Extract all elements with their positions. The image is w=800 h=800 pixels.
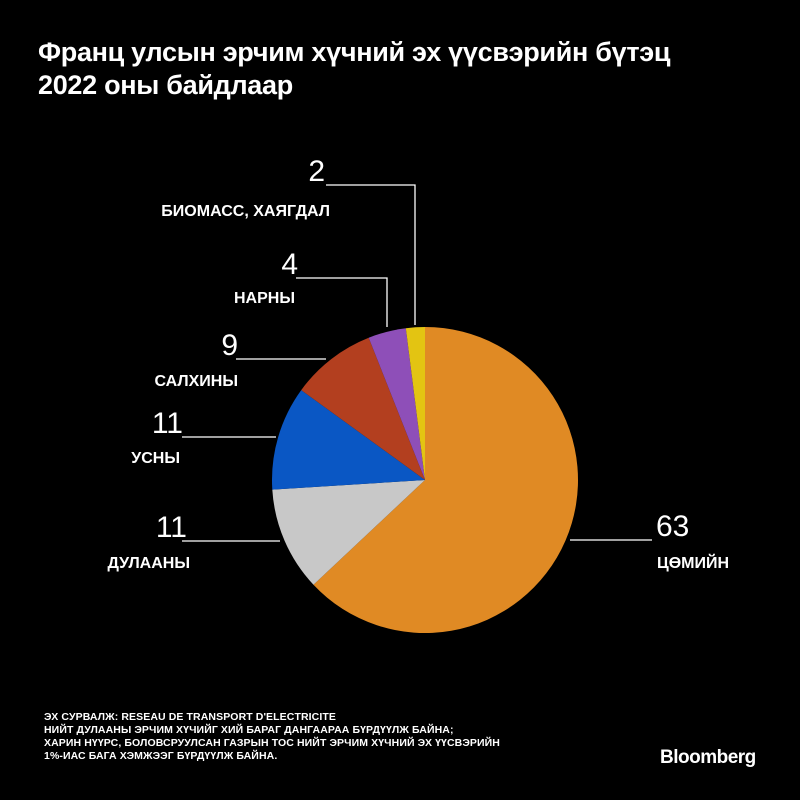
chart-title-line-2: 2022 оны байдлаар <box>38 70 293 100</box>
slice-label-усны: УСНЫ <box>131 450 180 467</box>
footnote-line-2: ХАРИН НҮҮРС, БОЛОВСРУУЛСАН ГАЗРЫН ТОС НИ… <box>44 737 500 749</box>
leader-line-нарны <box>296 277 388 327</box>
slice-labels: 63 ЦӨМИЙН 11 ДУЛААНЫ 11 УСНЫ 9 САЛХИНЫ 4 НАРНЫ 2 БИ… <box>108 155 730 572</box>
pie-slice-нарны <box>368 328 425 480</box>
slice-label-дулааны: ДУЛААНЫ <box>108 555 191 572</box>
bloomberg-logo: Bloomberg <box>660 747 756 768</box>
footer-notes: ЭХ СУРВАЛЖ: RESEAU DE TRANSPORT D'ELECTR… <box>44 711 500 763</box>
pie-slice-усны <box>272 390 425 490</box>
pie-slice-салхины <box>301 337 425 480</box>
pie-slice-биомасс-хаягдал <box>405 327 425 480</box>
footnote-line-3: 1%-ИАС БАГА ХЭМЖЭЭГ БҮРДҮҮЛЖ БАЙНА. <box>44 750 278 762</box>
slice-value-цөмийн: 63 <box>656 510 689 543</box>
slice-value-усны: 11 <box>152 407 183 440</box>
slice-label-нарны: НАРНЫ <box>234 290 295 307</box>
chart-title-line-1: Франц улсын эрчим хүчний эх үүсвэрийн бү… <box>38 37 671 67</box>
chart-title: Франц улсын эрчим хүчний эх үүсвэрийн бү… <box>38 36 670 102</box>
footnote-line-1: НИЙТ ДУЛААНЫ ЭРЧИМ ХҮЧИЙГ ХИЙ БАРАГ ДАНГ… <box>44 724 454 736</box>
slice-label-биомасс-хаягдал: БИОМАСС, ХАЯГДАЛ <box>161 203 330 220</box>
slice-label-цөмийн: ЦӨМИЙН <box>657 553 729 572</box>
slice-value-салхины: 9 <box>221 329 238 362</box>
slice-value-нарны: 4 <box>281 248 298 281</box>
leader-lines <box>182 184 652 542</box>
source-note: ЭХ СУРВАЛЖ: RESEAU DE TRANSPORT D'ELECTR… <box>44 711 336 723</box>
pie-slices <box>272 327 578 633</box>
slice-value-дулааны: 11 <box>156 511 187 544</box>
slice-value-биомасс-хаягдал: 2 <box>308 155 325 188</box>
pie-slice-дулааны <box>272 480 425 585</box>
pie-slice-цөмийн <box>313 327 578 633</box>
slice-label-салхины: САЛХИНЫ <box>154 373 238 390</box>
leader-line-биомасс-хаягдал <box>326 184 416 325</box>
